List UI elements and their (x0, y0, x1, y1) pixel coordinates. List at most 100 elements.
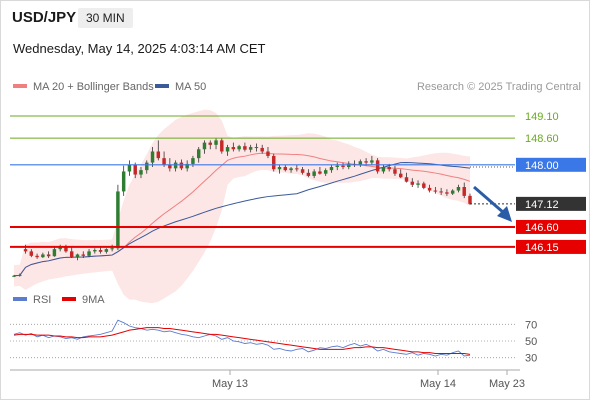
candle (69, 246, 74, 259)
candle (87, 249, 91, 258)
candle (225, 144, 230, 156)
level-label: 146.60 (525, 222, 559, 234)
candle (283, 164, 288, 172)
candle (98, 246, 103, 254)
candle (306, 169, 311, 178)
candle (312, 169, 316, 179)
candle (456, 184, 461, 193)
candle (329, 164, 334, 173)
candle (35, 253, 39, 259)
rsi-tick-label: 70 (525, 319, 537, 331)
candle (231, 142, 236, 152)
ma50-legend-label: MA 50 (175, 81, 206, 93)
candle (433, 187, 438, 194)
candle (52, 246, 57, 257)
rsi-legend-label: RSI (33, 294, 51, 306)
price-plot (12, 109, 472, 304)
candle (127, 160, 132, 176)
candle (202, 140, 207, 154)
candle (416, 180, 420, 188)
candle (18, 273, 22, 277)
candle (427, 184, 432, 193)
candle (121, 165, 126, 196)
candle (260, 144, 264, 154)
symbol-title: USD/JPY (12, 9, 77, 26)
ma20-legend-label: MA 20 + Bollinger Bands (33, 81, 154, 93)
rsi-tick-label: 30 (525, 353, 537, 365)
candle (381, 164, 386, 174)
candle (399, 169, 403, 179)
ma9-legend-swatch (62, 297, 76, 301)
candle (450, 189, 455, 195)
candle (375, 158, 380, 174)
candle (214, 138, 218, 150)
ma50-legend-swatch (155, 84, 169, 88)
credit-label: Research © 2025 Trading Central (417, 81, 581, 93)
rsi-tick-label: 50 (525, 336, 537, 348)
level-label: 148.00 (525, 160, 559, 172)
candle (295, 164, 299, 172)
candle (150, 147, 155, 168)
candle (208, 140, 212, 150)
candle (58, 244, 62, 252)
candle (248, 144, 253, 153)
candle (46, 251, 51, 259)
candle (81, 251, 85, 259)
level-tag (516, 196, 586, 211)
candle (254, 143, 259, 152)
candle (370, 155, 374, 165)
ma9-legend-label: 9MA (82, 294, 105, 306)
level-tag (516, 157, 586, 172)
candle (116, 184, 120, 251)
candle (41, 252, 45, 259)
candle (110, 244, 114, 252)
level-tag (516, 219, 586, 234)
candle (104, 248, 109, 254)
x-tick-label: May 23 (489, 378, 525, 390)
candle (243, 142, 247, 152)
rsi-series-0 (13, 319, 471, 357)
bollinger-band (14, 109, 470, 304)
rsi-legend-swatch (13, 297, 27, 301)
candle (237, 144, 241, 152)
candle (139, 167, 143, 179)
level-label: 146.15 (525, 242, 559, 254)
timeframe-badge[interactable]: 30 MIN (78, 8, 133, 28)
rsi-plot: 70 50 30 (10, 319, 537, 365)
datetime-label: Wednesday, May 14, 2025 4:03:14 AM CET (13, 41, 266, 56)
candle (468, 193, 472, 205)
candle (323, 168, 328, 176)
candle (156, 140, 161, 161)
candle (300, 167, 305, 175)
candle (318, 167, 322, 175)
rsi-series-1 (13, 327, 471, 355)
candle (75, 253, 80, 261)
x-tick-label: May 14 (420, 378, 456, 390)
x-tick-label: May 13 (212, 378, 248, 390)
candle (445, 189, 449, 196)
level-label: 147.12 (525, 199, 559, 211)
level-label: 149.10 (525, 111, 559, 123)
level-tag (516, 239, 586, 254)
forecast-arrow-icon (473, 185, 512, 222)
price-levels: 149.10 148.60 148.00 147.12 146.60 146.15 (10, 111, 586, 254)
candle (93, 248, 97, 254)
ma20-legend-swatch (13, 84, 27, 88)
level-label: 148.60 (525, 133, 559, 145)
candle (358, 159, 363, 168)
candle (173, 160, 178, 172)
candle (29, 249, 34, 258)
candle (341, 162, 345, 170)
candle (185, 160, 189, 172)
candle (145, 160, 149, 174)
candle (12, 274, 16, 278)
candle (422, 181, 426, 190)
candle (404, 172, 409, 183)
candle (393, 165, 397, 176)
candle (335, 162, 339, 171)
x-axis: May 13 May 14 May 23 (212, 370, 525, 390)
candle (439, 187, 443, 195)
candle (410, 178, 415, 187)
candle (220, 138, 224, 154)
